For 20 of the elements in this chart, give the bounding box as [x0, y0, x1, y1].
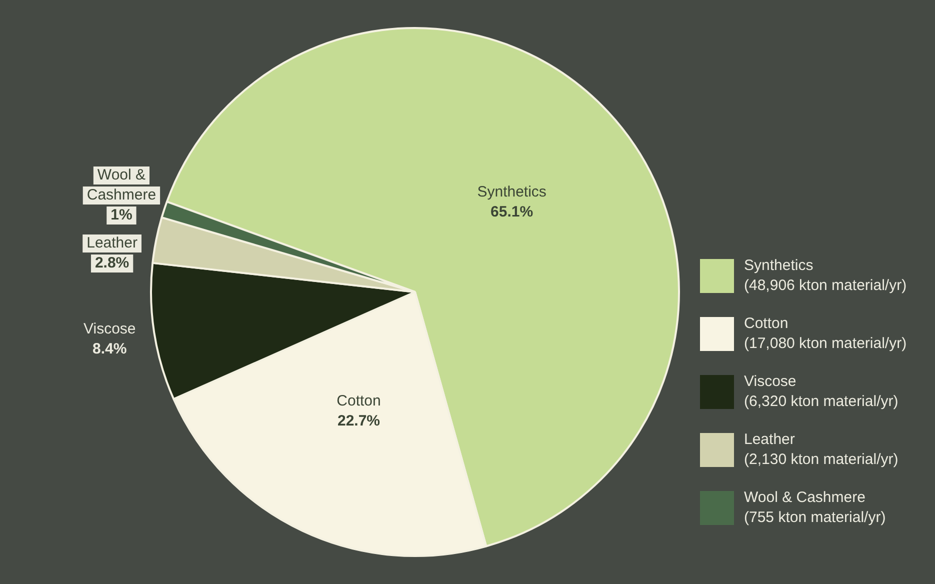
text: (17,080 kton material/yr): [744, 334, 907, 354]
text: (755 kton material/yr): [744, 508, 886, 528]
data-label: 1%: [110, 206, 132, 224]
data-label: 65.1%: [490, 203, 534, 220]
data-label: 8.4%: [92, 340, 127, 358]
text: (6,320 kton material/yr): [744, 392, 898, 412]
legend-label: Synthetics: [744, 256, 814, 276]
slice-label: Synthetics: [477, 183, 546, 200]
legend-label: Wool & Cashmere: [744, 488, 866, 508]
legend-label: Viscose: [744, 372, 798, 392]
data-label: 22.7%: [337, 412, 380, 430]
legend-label: Cotton: [744, 314, 790, 334]
data-label: 2.8%: [94, 254, 130, 272]
legend-label: Leather: [744, 430, 796, 450]
slice-label: Viscose: [84, 320, 136, 338]
text: (48,906 kton material/yr): [744, 276, 907, 296]
text: (2,130 kton material/yr): [744, 450, 898, 470]
slice-label: Wool & Cashmere: [86, 166, 156, 204]
slice-label: Leather: [86, 234, 138, 252]
slice-label: Cotton: [336, 392, 381, 410]
